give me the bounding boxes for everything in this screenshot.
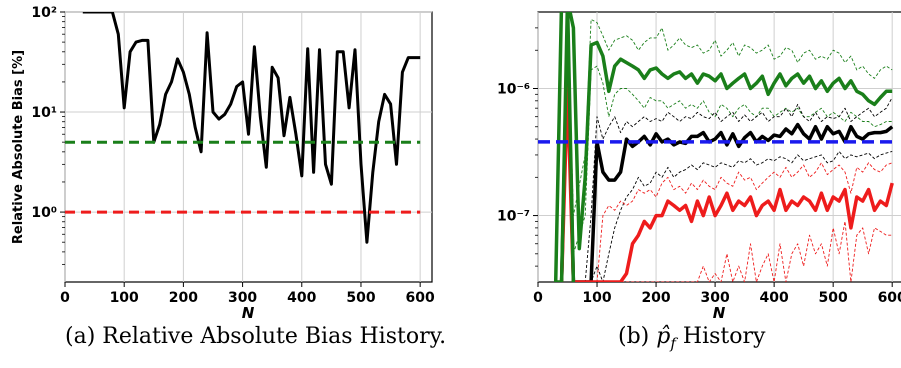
chart-panel-b: 10⁻⁶ 10⁻⁷ 0 100 200 300 400 500 600 N	[497, 11, 901, 322]
x-tick-label: 200	[641, 290, 670, 306]
chart-panel-a: 10² 10¹ 10⁰ 0 100 200 300 400 500 600 N Relative…	[11, 5, 435, 322]
x-tick-label: 500	[819, 290, 848, 306]
x-tick-label: 600	[878, 290, 901, 306]
y-tick-label: 10¹	[31, 105, 57, 121]
x-tick-label: 0	[533, 290, 543, 306]
series-group	[65, 12, 421, 244]
x-tick-label: 600	[406, 290, 435, 306]
caption-b: (b) p̂f History	[618, 324, 765, 352]
x-tick-label: 100	[110, 290, 139, 306]
x-tick-label: 300	[700, 290, 729, 306]
y-tick-label: 10⁻⁶	[497, 81, 530, 97]
series-line-2	[567, 12, 893, 255]
x-tick-label: 300	[228, 290, 257, 306]
caption-b-suffix: History	[682, 324, 766, 349]
caption-b-symbol: p̂	[656, 324, 671, 349]
series-line-5	[579, 150, 893, 282]
caption-b-sub: f	[670, 334, 676, 353]
series-group	[538, 12, 894, 282]
x-ticks: 0 100 200 300 400 500 600	[533, 282, 901, 306]
y-axis-label: Relative Absolute Bias [%]	[11, 50, 26, 244]
series-line-4	[579, 97, 893, 282]
y-tick-label: 10⁻⁷	[497, 209, 530, 225]
series-line-1	[567, 12, 893, 217]
series-line-3	[559, 36, 894, 282]
series-line-0	[82, 12, 421, 244]
series-line-8	[561, 88, 893, 282]
x-tick-label: 500	[346, 290, 375, 306]
y-tick-label: 10⁰	[31, 205, 57, 221]
y-ticks: 10⁻⁶ 10⁻⁷	[497, 27, 538, 267]
series-line-7	[561, 65, 893, 282]
series-line-0	[553, 12, 893, 282]
caption-b-prefix: (b)	[618, 324, 650, 349]
x-axis-label: N	[713, 304, 726, 322]
x-tick-label: 200	[169, 290, 198, 306]
x-tick-label: 0	[60, 290, 70, 306]
x-tick-label: 100	[582, 290, 611, 306]
y-tick-label: 10²	[31, 5, 57, 21]
caption-a: (a) Relative Absolute Bias History.	[65, 324, 447, 349]
x-tick-label: 400	[287, 290, 316, 306]
x-ticks: 0 100 200 300 400 500 600	[60, 282, 435, 306]
figure: 10² 10¹ 10⁰ 0 100 200 300 400 500 600 N Relative…	[11, 5, 901, 322]
grid	[537, 12, 901, 282]
x-axis-label: N	[242, 304, 255, 322]
series-line-6	[559, 86, 894, 282]
x-tick-label: 400	[760, 290, 789, 306]
y-ticks: 10² 10¹ 10⁰	[31, 5, 65, 265]
